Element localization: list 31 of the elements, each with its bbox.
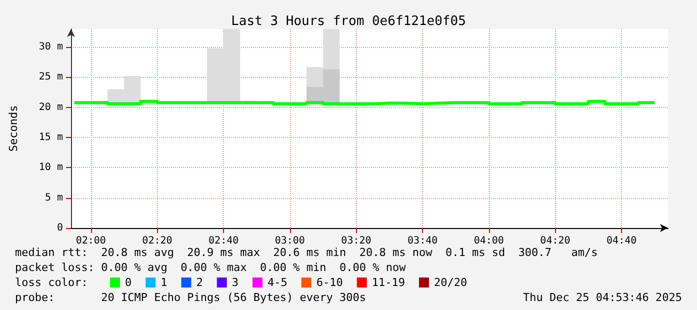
y-tick-label: 0 [56,222,63,234]
x-tick-label: 03:40 [408,236,438,246]
legend-label: 4-5 [267,276,288,289]
x-tick-label: 02:40 [208,236,239,246]
text: packet loss: 0.00 % avg 0.00 % max 0.00 % min 0.00 % now [15,261,406,274]
y-tick-label: 25 m [38,72,63,83]
legend-label: 2 [196,276,203,289]
text: median rtt: 20.8 ms avg 20.9 ms max 20.6 ms min 20.8 ms now 0.1 ms sd 300.7 am/s [15,246,598,259]
legend-label: 6-10 [316,276,343,289]
x-tick-label: 03:20 [341,236,372,246]
x-tick-label: 04:40 [606,236,637,246]
x-tick-label: 02:20 [142,236,172,246]
text: probe: 20 ICMP Echo Pings (56 Bytes) every 300s [15,291,366,304]
chart-title: Last 3 Hours from 0e6f121e0f05 [231,14,466,29]
y-tick-label: 15 m [38,132,63,144]
legend-label: 0 [125,276,132,289]
y-tick-label: 30 m [38,42,63,53]
legend-label: 3 [232,276,238,289]
legend-label: 11-19 [372,276,405,289]
legend-label: 1 [160,276,168,289]
y-tick-label: 10 m [38,162,63,174]
y-tick-label: 5 m [44,192,63,204]
x-tick-label: 04:20 [540,236,570,246]
y-axis-title: Seconds [7,105,20,152]
legend-label: 20/20 [434,276,468,289]
legend-title: loss color: [15,276,88,289]
x-tick-label: 02:00 [76,236,106,246]
text: Thu Dec 25 04:53:46 2025 [523,291,682,304]
x-tick-label: 03:00 [274,236,305,246]
x-tick-label: 04:00 [474,236,504,246]
y-tick-label: 20 m [38,102,63,113]
